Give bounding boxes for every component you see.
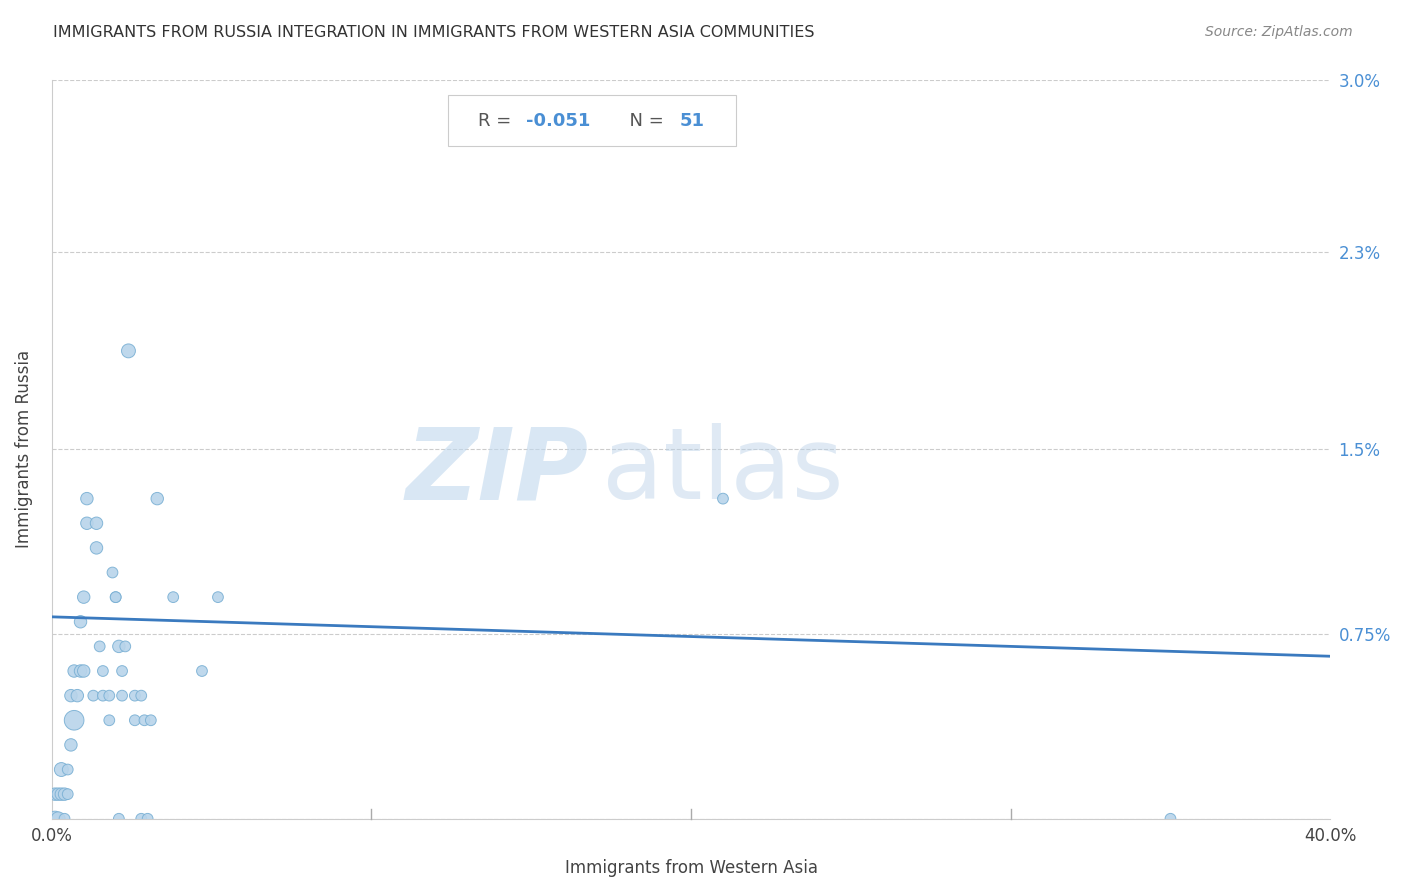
Point [124,689,146,703]
Point [51,763,73,777]
X-axis label: Immigrants from Western Asia: Immigrants from Western Asia [565,859,817,877]
Point [162,590,184,604]
Point [108,812,131,826]
Y-axis label: Immigrants from Russia: Immigrants from Russia [15,351,32,549]
Text: 51: 51 [679,112,704,129]
Point [86,516,108,531]
Point [134,713,156,727]
Point [82,689,104,703]
Point [129,812,152,826]
Point [108,640,131,654]
Point [53,787,76,801]
Point [66,689,89,703]
Point [63,713,86,727]
Point [101,566,124,580]
Point [711,491,734,506]
Point [73,590,96,604]
Point [51,787,73,801]
Point [73,664,96,678]
Point [117,343,139,358]
Point [63,664,86,678]
Point [46,787,69,801]
Point [136,812,159,826]
Text: N =: N = [619,112,669,129]
Point [56,787,79,801]
Point [59,738,82,752]
Point [76,491,98,506]
Point [46,812,69,826]
Text: IMMIGRANTS FROM RUSSIA INTEGRATION IN IMMIGRANTS FROM WESTERN ASIA COMMUNITIES: IMMIGRANTS FROM RUSSIA INTEGRATION IN IM… [53,25,815,40]
Point [69,615,91,629]
FancyBboxPatch shape [449,95,735,146]
Point [98,713,121,727]
Text: Source: ZipAtlas.com: Source: ZipAtlas.com [1205,25,1353,39]
Point [91,689,114,703]
Point [114,640,136,654]
Point [44,812,66,826]
Text: ZIP: ZIP [406,423,589,520]
Point [89,640,111,654]
Point [111,664,134,678]
Text: -0.051: -0.051 [526,112,591,129]
Point [44,787,66,801]
Point [124,713,146,727]
Point [53,812,76,826]
Point [1159,812,1181,826]
Point [104,590,127,604]
Point [111,689,134,703]
Point [56,763,79,777]
Point [139,713,162,727]
Point [86,541,108,555]
Point [129,689,152,703]
Point [69,664,91,678]
Point [76,516,98,531]
Point [91,664,114,678]
Text: atlas: atlas [602,423,844,520]
Point [146,491,169,506]
Text: R =: R = [478,112,516,129]
Point [59,689,82,703]
Point [207,590,229,604]
Point [104,590,127,604]
Point [191,664,214,678]
Point [98,689,121,703]
